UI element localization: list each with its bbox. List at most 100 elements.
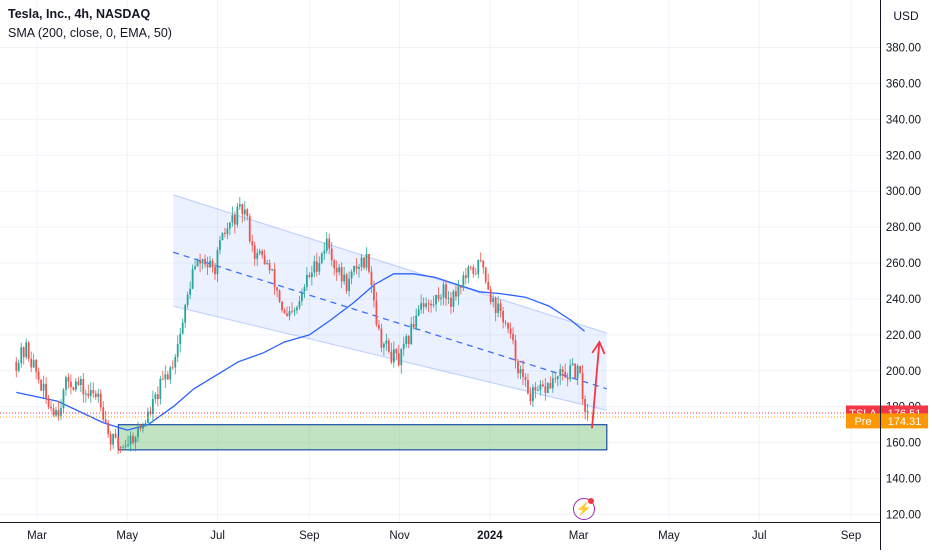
- candle-body: [20, 347, 23, 364]
- candle-body: [392, 349, 395, 363]
- candle-body: [368, 254, 370, 272]
- candle-body: [479, 260, 482, 261]
- candle-body: [291, 311, 293, 312]
- candle-body: [509, 328, 512, 334]
- candle-body: [445, 284, 447, 299]
- price-lines: [0, 412, 880, 418]
- candle-body: [380, 328, 383, 348]
- candle-body: [574, 363, 577, 379]
- currency-label[interactable]: USD: [893, 9, 919, 23]
- arrow-annotation[interactable]: [591, 340, 606, 429]
- candle-body: [191, 269, 194, 289]
- candle-body: [561, 369, 564, 372]
- price-tick-label: 160.00: [886, 438, 921, 450]
- indicator-label[interactable]: SMA (200, close, 0, EMA, 50): [8, 26, 172, 40]
- candle-body: [554, 378, 557, 380]
- candle-body: [42, 383, 45, 391]
- candle-body: [482, 260, 485, 268]
- candle-body: [176, 343, 179, 357]
- candle-body: [119, 446, 122, 448]
- symbol-title[interactable]: Tesla, Inc., 4h, NASDAQ: [8, 7, 151, 21]
- candle-body: [499, 303, 502, 312]
- candle-body: [22, 347, 25, 358]
- candle-body: [55, 409, 57, 416]
- candle-body: [452, 291, 455, 307]
- candle-body: [519, 369, 522, 374]
- candle-body: [99, 393, 102, 408]
- price-tick-label: 280.00: [886, 222, 921, 234]
- candle-body: [84, 393, 87, 395]
- candle-body: [353, 265, 355, 272]
- candle-body: [27, 342, 30, 359]
- candle-body: [402, 343, 405, 349]
- candle-body: [566, 377, 569, 380]
- candle-body: [298, 301, 301, 308]
- candle-body: [233, 215, 236, 225]
- notification-dot: [588, 498, 594, 504]
- price-tick-label: 320.00: [886, 150, 921, 162]
- candle-body: [305, 275, 308, 288]
- candle-body: [288, 311, 291, 316]
- candle-body: [522, 369, 524, 377]
- pre-price-badge-label-bg: [846, 413, 880, 429]
- candle-body: [407, 336, 410, 344]
- candle-body: [435, 294, 437, 305]
- price-axis[interactable]: 120.00140.00160.00180.00200.00220.00240.…: [880, 0, 932, 550]
- candle-body: [340, 267, 343, 282]
- candles: [15, 196, 589, 455]
- time-tick-label: Mar: [569, 530, 589, 542]
- candle-body: [412, 323, 415, 328]
- price-tick-label: 240.00: [886, 294, 921, 306]
- candle-body: [410, 323, 413, 344]
- time-axis[interactable]: Mar May Jul Sep Nov 2024 Mar May Jul Sep: [0, 522, 880, 550]
- candle-body: [107, 422, 110, 435]
- candle-body: [219, 240, 221, 251]
- candle-body: [440, 297, 442, 299]
- candle-body: [358, 266, 360, 269]
- candle-body: [303, 287, 306, 292]
- candle-body: [104, 419, 107, 423]
- candle-body: [536, 390, 539, 391]
- candle-body: [514, 340, 517, 362]
- pre-price-badge-value: 174.31: [888, 416, 922, 428]
- candle-body: [315, 261, 318, 272]
- candle-body: [283, 310, 286, 314]
- candle-body: [60, 408, 62, 416]
- channel[interactable]: [172, 194, 607, 411]
- time-tick-label: May: [116, 530, 138, 542]
- candle-body: [355, 265, 358, 269]
- candle-body: [278, 290, 281, 302]
- candle-body: [318, 263, 321, 272]
- time-tick-label: Sep: [841, 530, 861, 542]
- candle-body: [532, 387, 534, 402]
- candle-body: [132, 435, 134, 443]
- candle-body: [569, 365, 572, 380]
- candle-body: [32, 360, 35, 368]
- time-axis-bg: [0, 522, 880, 550]
- candle-body: [375, 300, 378, 325]
- price-tick-label: 340.00: [886, 114, 921, 126]
- candle-body: [271, 269, 274, 271]
- candle-body: [559, 369, 562, 377]
- time-tick-label: Nov: [389, 530, 410, 542]
- candle-body: [77, 381, 80, 386]
- candle-body: [512, 333, 514, 341]
- support-zone[interactable]: [117, 424, 608, 451]
- sma-polyline: [16, 273, 586, 431]
- time-tick-label: Mar: [27, 530, 47, 542]
- candle-body: [345, 274, 348, 291]
- candle-body: [196, 260, 199, 267]
- candle-body: [487, 281, 490, 290]
- candle-body: [541, 384, 544, 387]
- candle-body: [228, 222, 231, 229]
- candle-body: [87, 393, 90, 397]
- candle-body: [171, 367, 174, 369]
- price-tick-label: 140.00: [886, 474, 921, 486]
- candle-body: [494, 297, 497, 314]
- candle-body: [313, 261, 316, 273]
- candle-body: [333, 260, 336, 269]
- price-badges: TSLA176.51Pre174.31: [846, 405, 928, 429]
- price-tick-label: 200.00: [886, 366, 921, 378]
